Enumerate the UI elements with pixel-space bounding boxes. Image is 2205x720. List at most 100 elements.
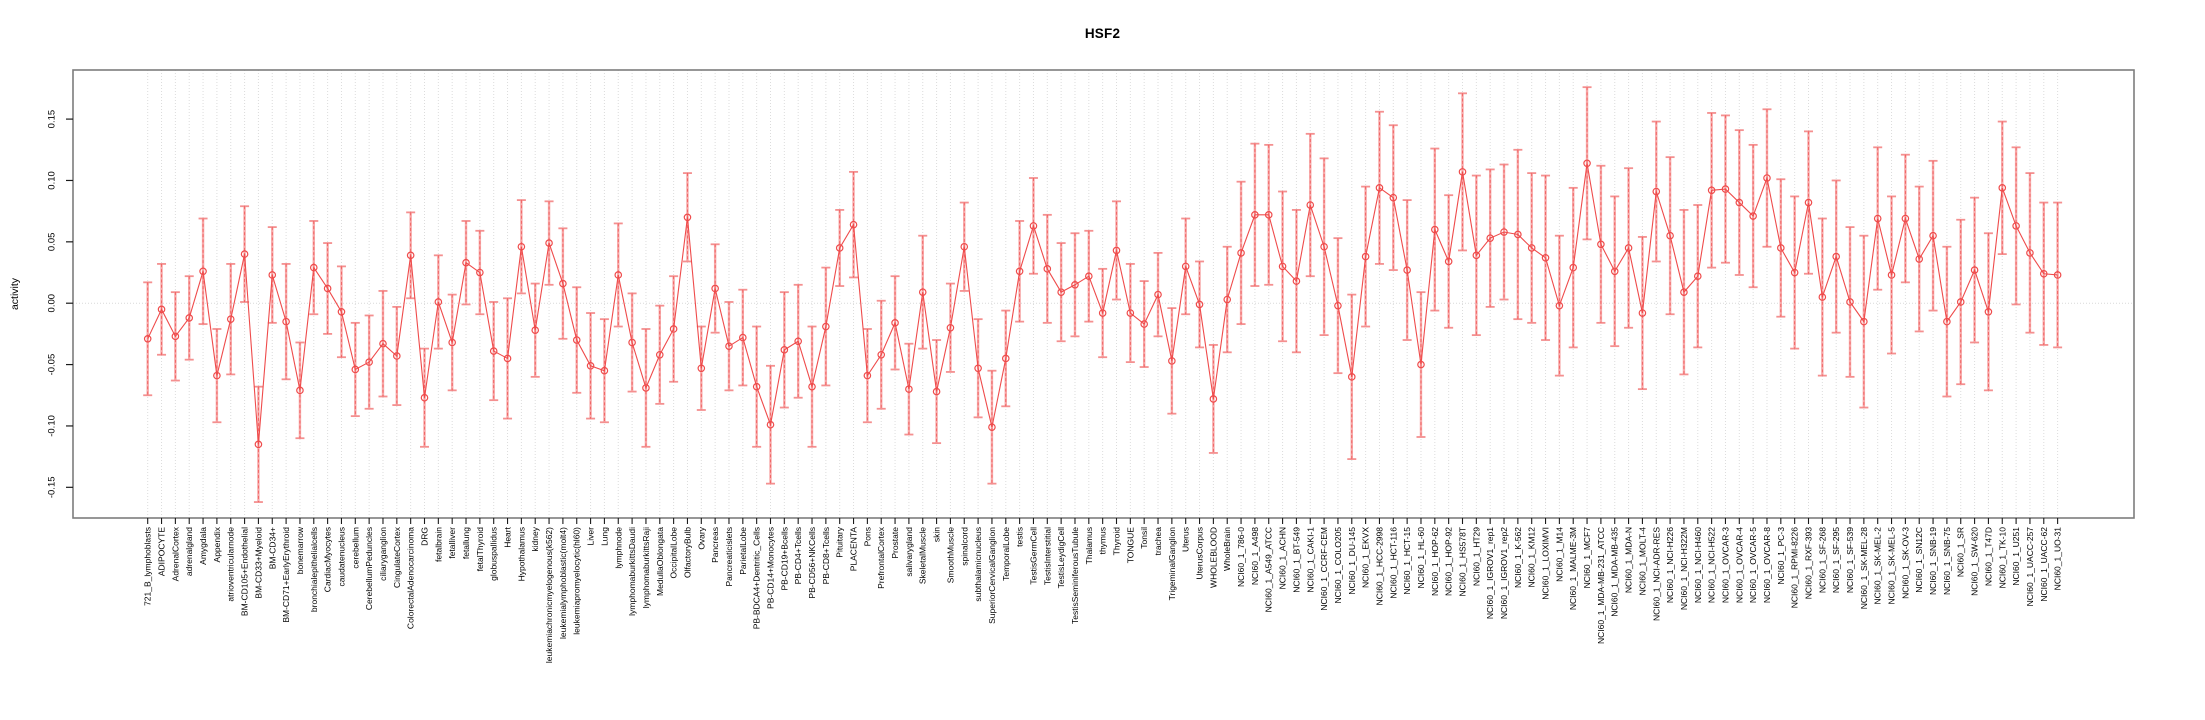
x-category-label: Thyroid [1112, 527, 1122, 556]
x-category-label: bronchialepithelialcells [309, 527, 319, 612]
data-point [379, 339, 387, 348]
data-point [932, 387, 941, 396]
x-category-label: ParietalLobe [738, 527, 748, 575]
x-category-label: NCI60_1_NCI-ADR-RES [1651, 527, 1661, 621]
x-category-label: NCI60_1_RXF-393 [1804, 527, 1814, 600]
y-tick-label: 0.10 [47, 171, 58, 190]
data-point [268, 271, 277, 279]
x-category-label: NCI60_1_T47D [1983, 527, 1993, 586]
data-point [669, 325, 678, 333]
data-point [393, 352, 401, 360]
data-point [877, 350, 886, 359]
data-point [1652, 187, 1661, 196]
data-point [157, 305, 166, 314]
x-category-label: NCI60_1_NCI-H322M [1679, 527, 1689, 610]
data-point [614, 271, 623, 279]
plot-border [72, 69, 2135, 519]
data-point [1223, 295, 1232, 304]
data-point [586, 362, 595, 370]
data-point [1943, 317, 1951, 326]
x-category-label: PB-CD56+NKCells [807, 527, 817, 599]
data-point [1486, 234, 1494, 242]
x-category-label: ciliaryganglion [378, 527, 388, 581]
data-point [960, 242, 969, 251]
x-category-label: globuspallidus [489, 527, 499, 581]
x-category-label: NCI60_1_SK-MEL-5 [1887, 527, 1897, 605]
data-point [1832, 252, 1840, 261]
x-category-label: NCI60_1_COLO205 [1333, 527, 1343, 604]
x-category-label: ColorectalAdenocarcinoma [406, 527, 416, 629]
x-category-label: UterusCorpus [1195, 527, 1205, 579]
x-category-label: NCI60_1_NCI-H522 [1707, 527, 1717, 603]
data-point [240, 250, 249, 258]
x-category-label: NCI60_1_UACC-62 [2039, 527, 2049, 602]
data-point [2012, 222, 2020, 230]
x-category-label: PLACENTA [849, 527, 859, 572]
data-point [849, 220, 858, 229]
x-category-label: NCI60_1_SK-MEL-2 [1873, 527, 1883, 605]
x-category-label: NCI60_1_A549_ATCC [1264, 527, 1274, 612]
data-point [1514, 230, 1522, 239]
data-point [891, 319, 899, 327]
x-category-label: NCI60_1_SF-268 [1817, 527, 1827, 593]
x-category-label: Pancreas [710, 527, 720, 563]
x-category-label: WHOLEBLOOD [1208, 527, 1218, 588]
x-category-label: NCI60_1_SF-539 [1845, 527, 1855, 593]
x-category-label: DRG [420, 527, 430, 546]
data-point [1237, 249, 1245, 257]
x-category-label: NCI60_1_HOP-62 [1430, 527, 1440, 596]
data-point [462, 258, 470, 267]
x-category-label: Amygdala [198, 527, 208, 565]
x-category-label: NCI60_1_OVCAR-5 [1748, 527, 1758, 603]
x-category-label: PB-BDCA4+Dentritic_Cells [752, 527, 762, 629]
x-category-label: adrenalgland [184, 527, 194, 576]
data-point [1347, 373, 1356, 381]
data-point [1444, 257, 1453, 266]
data-point [1970, 266, 1979, 274]
x-category-label: NCI60_1_HL-60 [1416, 527, 1426, 589]
x-category-label: caudatenucleus [336, 527, 346, 587]
x-category-label: Heart [503, 526, 513, 547]
data-point [1431, 225, 1439, 234]
x-category-label: fetallung [461, 527, 471, 559]
x-category-label: Pons [862, 527, 872, 546]
x-category-label: SuperiorCervicalGanglion [987, 527, 997, 624]
data-point [254, 440, 263, 449]
data-point [1472, 251, 1481, 260]
data-point [1901, 214, 1910, 223]
data-point [1389, 193, 1398, 202]
x-category-label: TONGUE [1125, 527, 1135, 564]
data-point [1846, 298, 1854, 306]
x-category-label: skin [932, 527, 942, 542]
data-point [1292, 277, 1301, 285]
data-point [1403, 266, 1411, 274]
x-category-label: NCI60_1_SNB-19 [1928, 527, 1938, 595]
data-point [600, 366, 609, 375]
y-tick-label: 0.15 [47, 110, 58, 128]
data-point [143, 334, 152, 343]
data-point [545, 239, 553, 247]
x-category-label: thymus [1098, 527, 1108, 554]
data-point [697, 364, 706, 373]
x-category-label: fetalliver [447, 527, 457, 559]
x-category-label: NCI60_1_LOXIMVI [1541, 527, 1551, 600]
data-point [2039, 269, 2048, 278]
data-point [1071, 280, 1079, 289]
data-point [199, 267, 207, 276]
data-point [1873, 214, 1882, 223]
x-category-label: salivarygland [904, 527, 914, 577]
x-category-label: leukemiapromyelocytic(hl60) [572, 527, 582, 635]
data-point [822, 322, 830, 331]
data-point [863, 371, 872, 380]
data-point [1306, 201, 1315, 209]
x-category-label: Tonsil [1139, 527, 1149, 549]
x-category-label: NCI60_1_MALME-3M [1568, 527, 1578, 610]
x-category-label: BM-CD71+EarlyErythroid [281, 527, 291, 623]
data-point [1956, 298, 1965, 306]
data-point [1929, 231, 1937, 240]
data-point [1707, 186, 1716, 195]
x-category-label: kidney [530, 526, 540, 551]
x-category-label: NCI60_1_SF-295 [1831, 527, 1841, 593]
x-category-label: NCI60_1_HS578T [1458, 527, 1468, 596]
data-point [1749, 212, 1757, 220]
